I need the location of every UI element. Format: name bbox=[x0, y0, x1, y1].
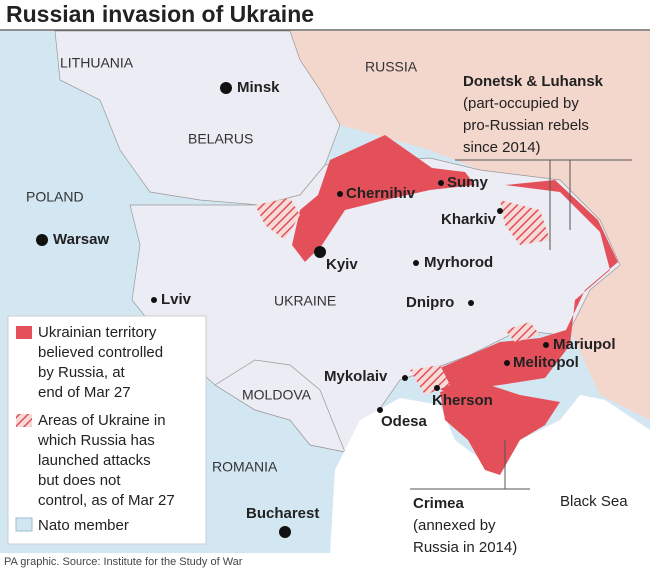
city-label: Minsk bbox=[237, 79, 280, 96]
legend-text: which Russia has bbox=[37, 432, 155, 449]
city-label: Myrhorod bbox=[424, 254, 493, 271]
city-label: Kyiv bbox=[326, 256, 358, 273]
city-label: Lviv bbox=[161, 291, 192, 308]
callout-text: (annexed by bbox=[413, 517, 496, 534]
city-label: Bucharest bbox=[246, 505, 319, 522]
callout-text: since 2014) bbox=[463, 139, 541, 156]
cities: Minsk Warsaw Chernihiv Sumy Kharkiv Kyiv… bbox=[36, 79, 616, 538]
city-label: Chernihiv bbox=[346, 185, 416, 202]
country-label: MOLDOVA bbox=[242, 387, 312, 403]
source: PA graphic. Source: Institute for the St… bbox=[4, 556, 243, 568]
country-label: BELARUS bbox=[188, 131, 253, 147]
city-label: Mariupol bbox=[553, 336, 616, 353]
callout-crimea: Crimea (annexed by Russia in 2014) bbox=[410, 440, 530, 556]
country-label: LITHUANIA bbox=[60, 55, 134, 71]
map-shapes bbox=[0, 30, 650, 553]
city-label: Melitopol bbox=[513, 354, 579, 371]
legend-text: launched attacks bbox=[38, 452, 151, 469]
legend-text: Nato member bbox=[38, 517, 129, 534]
city-label: Kharkiv bbox=[441, 211, 497, 228]
legend: Ukrainian territory believed controlled … bbox=[7, 315, 207, 545]
country-label: ROMANIA bbox=[212, 459, 278, 475]
country-label: RUSSIA bbox=[365, 59, 418, 75]
legend-text: end of Mar 27 bbox=[38, 384, 131, 401]
city-label: Warsaw bbox=[53, 231, 109, 248]
legend-text: Areas of Ukraine in bbox=[38, 412, 166, 429]
callout-title: Donetsk & Luhansk bbox=[463, 73, 604, 90]
callout-text: (part-occupied by bbox=[463, 95, 579, 112]
legend-text: control, as of Mar 27 bbox=[38, 492, 175, 509]
city-label: Kherson bbox=[432, 392, 493, 409]
title: Russian invasion of Ukraine bbox=[6, 1, 314, 27]
callout-text: Russia in 2014) bbox=[413, 539, 517, 556]
country-label: UKRAINE bbox=[274, 293, 336, 309]
callout-text: pro-Russian rebels bbox=[463, 117, 589, 134]
callout-donetsk: Donetsk & Luhansk (part-occupied by pro-… bbox=[455, 73, 632, 250]
legend-text: by Russia, at bbox=[38, 364, 126, 381]
legend-text: believed controlled bbox=[38, 344, 163, 361]
city-label: Dnipro bbox=[406, 294, 454, 311]
sea-label: Black Sea bbox=[560, 493, 628, 510]
legend-text: but does not bbox=[38, 472, 121, 489]
callout-title: Crimea bbox=[413, 495, 465, 512]
city-label: Odesa bbox=[381, 413, 428, 430]
legend-text: Ukrainian territory bbox=[38, 324, 157, 341]
country-labels: LITHUANIA RUSSIA BELARUS POLAND UKRAINE … bbox=[26, 55, 418, 475]
city-label: Mykolaiv bbox=[324, 368, 388, 385]
city-label: Sumy bbox=[447, 174, 489, 191]
country-label: POLAND bbox=[26, 189, 84, 205]
